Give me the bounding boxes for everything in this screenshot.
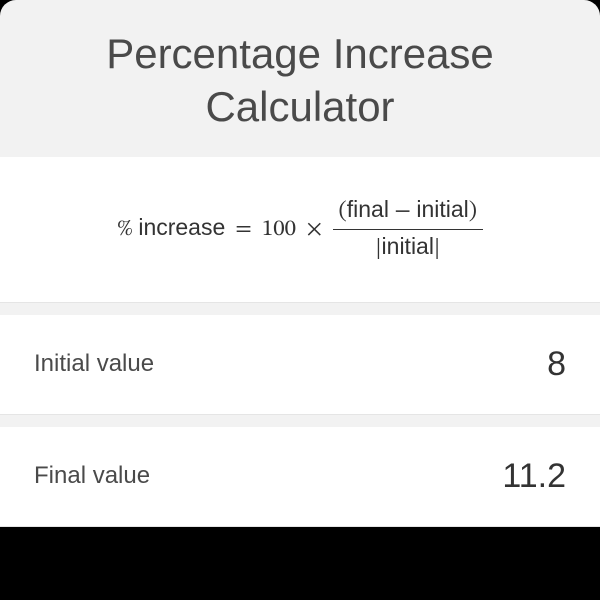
- formula-lhs: % increase: [117, 214, 225, 244]
- formula-display: % increase = 100 × (final − initial) |in…: [117, 195, 483, 264]
- final-value-input[interactable]: [366, 457, 566, 496]
- formula-multiplier: 100: [262, 215, 296, 244]
- final-value-label: Final value: [34, 462, 150, 490]
- formula-times: ×: [306, 215, 323, 244]
- formula-denom-text: initial: [382, 233, 434, 259]
- formula-lhs-text: increase: [138, 214, 225, 240]
- formula-section: % increase = 100 × (final − initial) |in…: [0, 157, 600, 303]
- bottom-area: [0, 527, 600, 600]
- final-value-row: Final value: [0, 427, 600, 527]
- row-separator: [0, 303, 600, 315]
- formula-denominator: |initial|: [333, 229, 483, 264]
- formula-percent-symbol: %: [117, 218, 133, 241]
- initial-value-label: Initial value: [34, 350, 154, 378]
- row-separator: [0, 415, 600, 427]
- page-title: Percentage Increase Calculator: [0, 0, 600, 157]
- formula-initial: initial: [416, 196, 468, 222]
- formula-equals: =: [235, 215, 252, 244]
- initial-value-row: Initial value: [0, 315, 600, 415]
- formula-final: final: [347, 196, 389, 222]
- formula-numerator: (final − initial): [333, 195, 483, 229]
- calculator-card: Percentage Increase Calculator % increas…: [0, 0, 600, 600]
- formula-minus: −: [394, 200, 411, 223]
- formula-abs-close: |: [434, 237, 440, 260]
- inputs-container: Initial value Final value: [0, 303, 600, 527]
- formula-fraction: (final − initial) |initial|: [333, 195, 483, 264]
- formula-paren-close: ): [469, 200, 477, 223]
- initial-value-input[interactable]: [366, 345, 566, 384]
- formula-paren-open: (: [339, 200, 347, 223]
